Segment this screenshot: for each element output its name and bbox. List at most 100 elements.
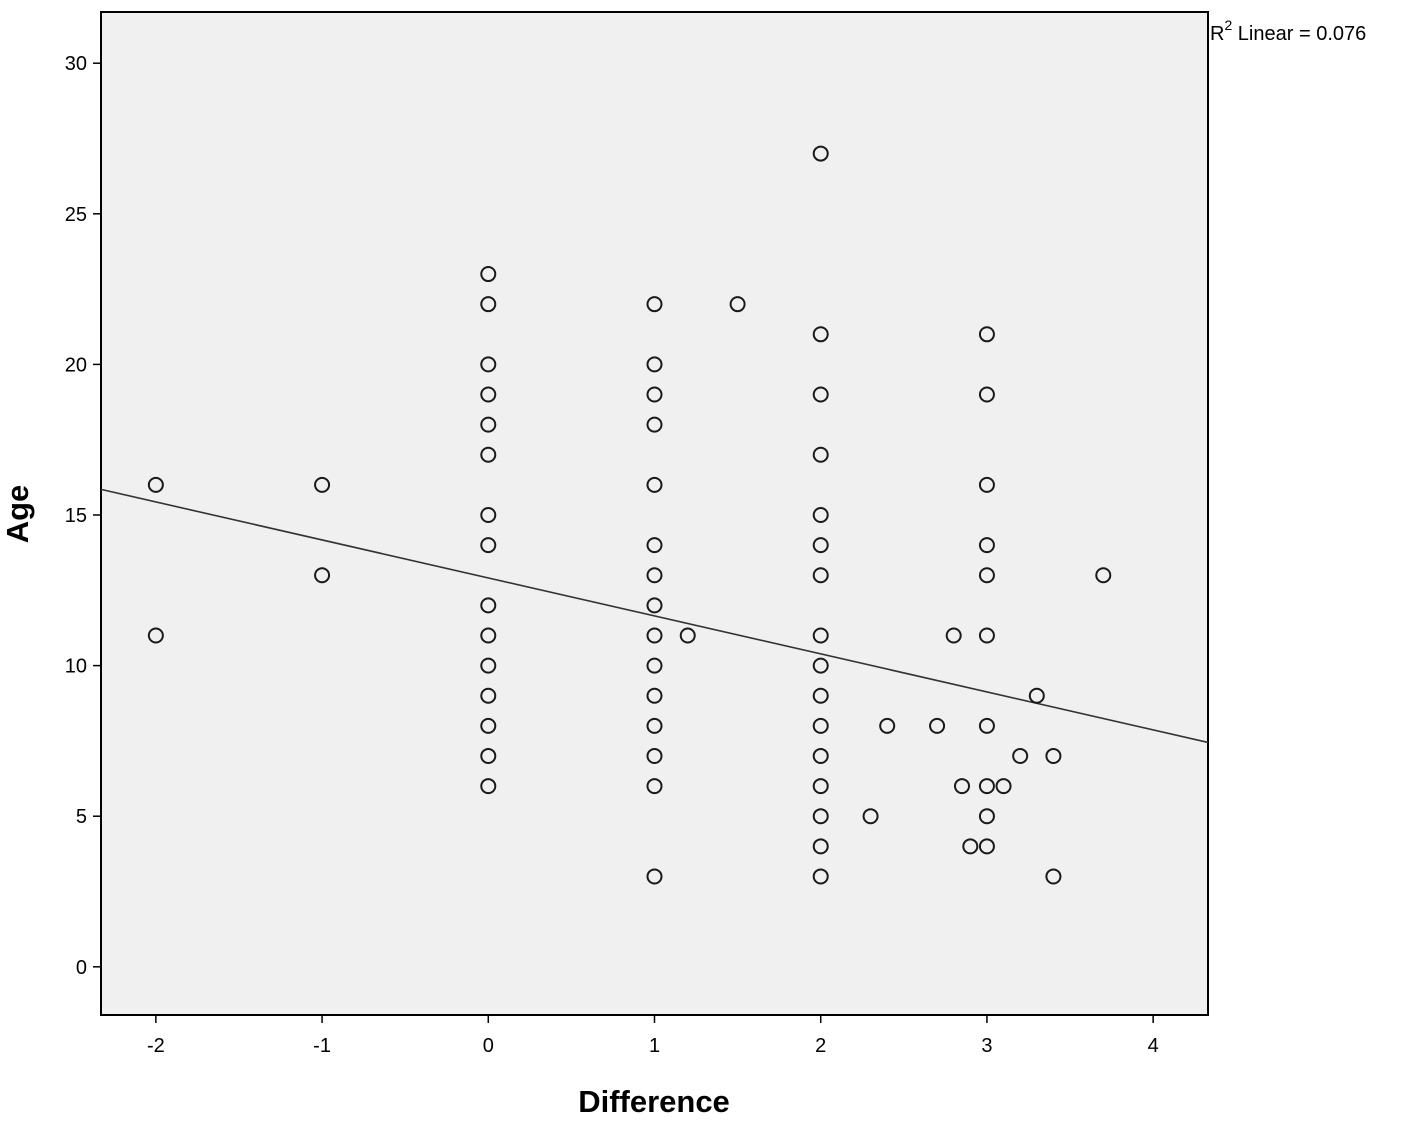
data-points	[147, 145, 1112, 885]
x-axis-title: Difference	[578, 1084, 730, 1119]
data-point	[879, 717, 896, 734]
data-point	[480, 597, 497, 614]
r-squared-label: R2 Linear = 0.076	[1210, 17, 1366, 45]
axis-ticks: -2 -1 0 1 2 3 4 0 5 10 15 20 25 30	[65, 53, 1159, 1057]
data-point	[646, 567, 663, 584]
data-point	[812, 446, 829, 463]
data-point	[1028, 687, 1045, 704]
data-point	[480, 446, 497, 463]
y-tick-label: 0	[76, 957, 87, 979]
data-point	[480, 747, 497, 764]
data-point	[480, 507, 497, 524]
data-point	[314, 476, 331, 493]
data-point	[978, 326, 995, 343]
x-tick-label: -1	[313, 1035, 331, 1057]
data-point	[812, 627, 829, 644]
data-point	[812, 567, 829, 584]
data-point	[978, 476, 995, 493]
data-point	[646, 356, 663, 373]
data-point	[812, 326, 829, 343]
y-tick-label: 10	[65, 656, 87, 678]
fit-line	[100, 488, 1209, 744]
data-point	[812, 838, 829, 855]
data-point	[646, 717, 663, 734]
data-point	[729, 296, 746, 313]
x-tick-label: 1	[649, 1035, 660, 1057]
data-point	[480, 416, 497, 433]
data-point	[995, 778, 1012, 795]
data-point	[480, 717, 497, 734]
y-tick-label: 25	[65, 204, 87, 226]
fit-line-group	[100, 488, 1209, 744]
data-point	[945, 627, 962, 644]
x-tick-label: -2	[147, 1035, 165, 1057]
y-axis-title: Age	[0, 485, 35, 544]
y-tick-label: 30	[65, 53, 87, 75]
data-point	[480, 687, 497, 704]
data-point	[480, 627, 497, 644]
data-point	[646, 296, 663, 313]
data-point	[954, 778, 970, 795]
x-tick-label: 0	[483, 1035, 494, 1057]
data-point	[978, 808, 995, 825]
data-point	[480, 537, 497, 554]
data-point	[480, 356, 497, 373]
data-point	[646, 687, 663, 704]
data-point	[812, 747, 829, 764]
data-point	[646, 778, 663, 795]
data-point	[812, 868, 829, 885]
plot-area	[100, 11, 1209, 1016]
data-point	[646, 627, 663, 644]
data-point	[812, 778, 829, 795]
r-squared-text: Linear = 0.076	[1232, 23, 1366, 45]
data-point	[646, 868, 663, 885]
data-point	[679, 627, 696, 644]
data-point	[646, 416, 663, 433]
data-point	[812, 145, 829, 162]
data-point	[1045, 747, 1062, 764]
data-point	[812, 657, 829, 674]
data-point	[480, 266, 497, 283]
x-tick-label: 3	[981, 1035, 992, 1057]
data-point	[480, 778, 497, 795]
data-point	[812, 507, 829, 524]
data-point	[978, 386, 995, 403]
data-point	[646, 537, 663, 554]
data-point	[812, 717, 829, 734]
r-squared-prefix: R	[1210, 23, 1224, 45]
x-tick-label: 4	[1148, 1035, 1159, 1057]
data-point	[978, 627, 995, 644]
data-point	[812, 386, 829, 403]
data-point	[978, 778, 995, 795]
x-tick-label: 2	[815, 1035, 826, 1057]
y-tick-label: 20	[65, 354, 87, 376]
data-point	[978, 567, 995, 584]
data-point	[646, 597, 663, 614]
data-point	[812, 808, 829, 825]
y-tick-label: 15	[65, 505, 87, 527]
y-tick-label: 5	[76, 806, 87, 828]
data-point	[929, 717, 946, 734]
data-point	[480, 657, 497, 674]
data-point	[147, 476, 164, 493]
data-point	[480, 386, 497, 403]
data-point	[1012, 747, 1029, 764]
data-point	[314, 567, 331, 584]
data-point	[812, 687, 829, 704]
data-point	[1045, 868, 1062, 885]
data-point	[812, 537, 829, 554]
data-point	[962, 838, 979, 855]
data-point	[978, 717, 995, 734]
data-point	[646, 657, 663, 674]
r-squared-sup: 2	[1224, 17, 1232, 33]
data-point	[978, 838, 995, 855]
data-point	[1095, 567, 1112, 584]
data-point	[147, 627, 164, 644]
data-point	[646, 386, 663, 403]
data-point	[862, 808, 879, 825]
data-point	[646, 747, 663, 764]
data-point	[480, 296, 497, 313]
data-point	[646, 476, 663, 493]
data-point	[978, 537, 995, 554]
